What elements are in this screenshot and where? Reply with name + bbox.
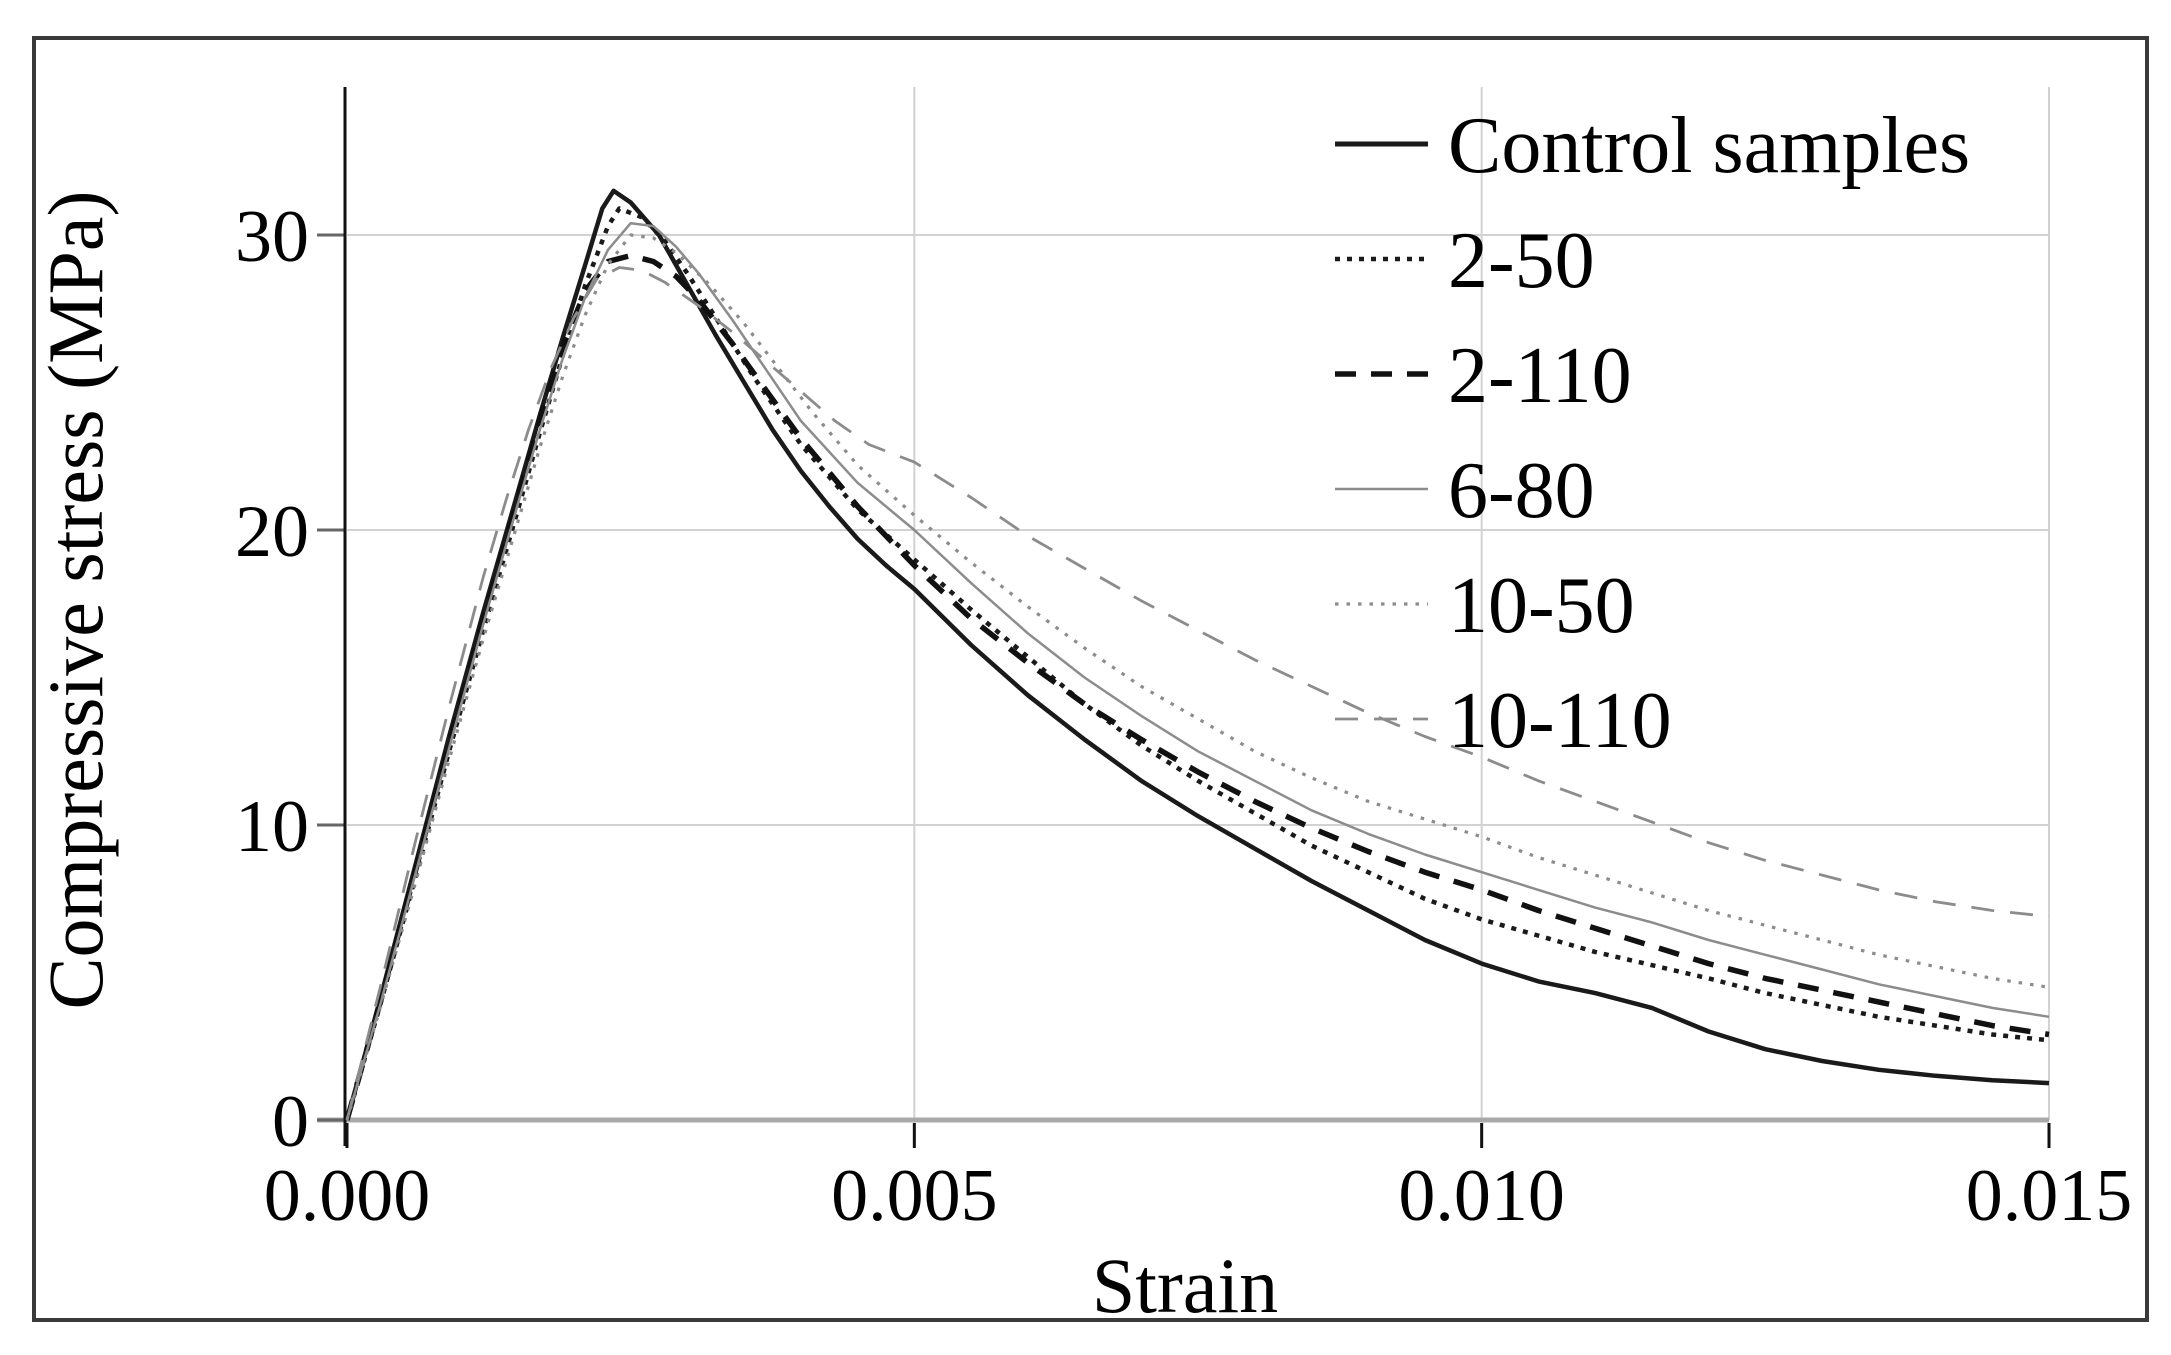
y-tick-label: 30	[235, 196, 309, 278]
tick-marks	[317, 233, 2051, 1148]
x-axis-title: Strain	[1092, 1242, 1278, 1329]
legend-label: 6-80	[1448, 447, 1595, 535]
legend-label: 10-110	[1448, 677, 1672, 765]
x-tick-label: 0.015	[1966, 1155, 2133, 1237]
legend-label: 2-50	[1448, 217, 1595, 305]
curve-10-110	[345, 266, 2050, 1121]
figure-border	[32, 36, 2149, 1322]
curves	[344, 188, 2050, 1121]
y-tick-label: 10	[235, 786, 309, 868]
x-tick-label: 0.010	[1398, 1155, 1565, 1237]
legend: Control samples 2-50 2-110 6-80 10-50 10-110	[1335, 102, 1970, 765]
x-tick-label: 0.000	[264, 1155, 431, 1237]
x-tick-label: 0.005	[831, 1155, 998, 1237]
legend-label: 10-50	[1448, 562, 1635, 650]
curve-2-50	[344, 206, 2050, 1121]
y-tick-label: 20	[235, 491, 309, 573]
curve-6-80	[345, 221, 2050, 1121]
tick-labels: 0 10 20 30 0.000 0.005 0.010 0.015	[235, 196, 2132, 1237]
legend-label: 2-110	[1448, 332, 1632, 420]
y-axis-title: Compressive stress (MPa)	[32, 191, 119, 1010]
y-tick-label: 0	[272, 1081, 309, 1163]
curve-10-50	[345, 233, 2050, 1121]
legend-label: Control samples	[1448, 102, 1970, 190]
